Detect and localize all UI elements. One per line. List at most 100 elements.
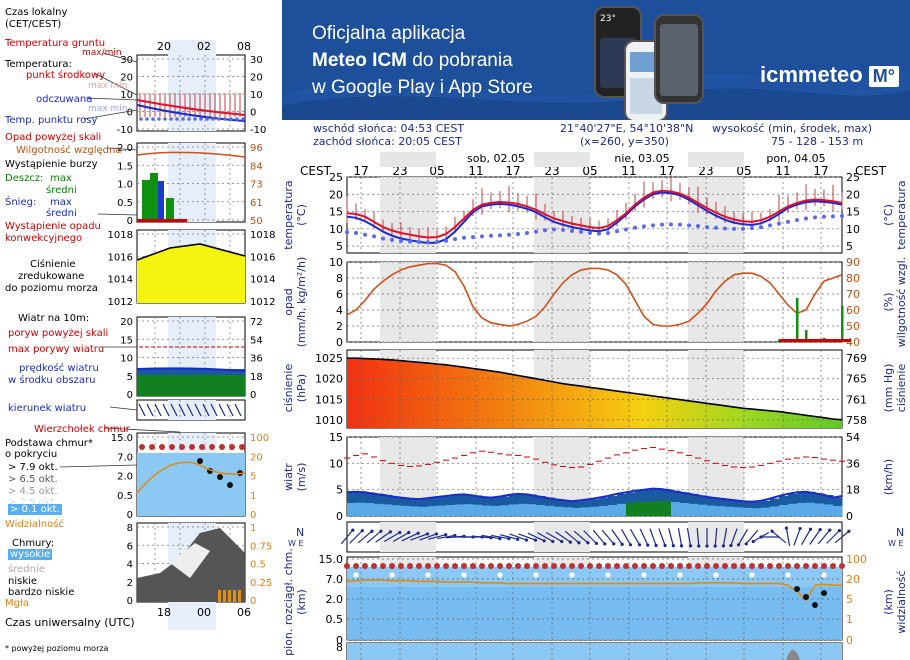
wind-tick-right: 18 [846,484,860,497]
humidity-ylabel-right-unit: (%) [882,292,895,311]
legend-hum-tick-left: 1.0 [117,180,133,191]
legend-wind-tick-right: 18 [250,372,263,383]
cloud-top-point [605,563,611,569]
wind-arrow [668,528,674,546]
legend-cloud-top [219,444,225,450]
cloud-top-point [767,563,773,569]
leg-bardzo-niskie: bardzo niskie [8,587,75,598]
leg-snieg: Śnieg: [5,197,37,208]
cloud-top-point [398,563,404,569]
leg-temperatura: Temperatura: [5,59,72,70]
cloud-top-point [362,563,368,569]
temp-tick-right: 10 [846,223,860,236]
legend-bottom-tick: 00 [197,606,211,619]
temp-dew-point [525,230,529,235]
pressure-ylabel-left: ciśnienie [282,364,295,413]
app-banner[interactable]: Oficjalna aplikacja Meteo ICM do pobrani… [282,0,910,120]
wind-arrow [771,530,787,544]
legend-wind-arrow [170,403,178,417]
temp-dew-point [417,239,421,244]
pressure-area [347,358,842,428]
wind-arrow [349,530,363,544]
wind-arrow [745,529,759,545]
wind-speed-bar-inner [518,503,528,516]
visibility-ylabel-right: widzialność [895,570,908,633]
wind-speed-bar-inner [806,502,816,516]
wind-arrow-head [646,543,650,547]
legend-fog-bar [238,590,241,602]
cloud-base-point [461,572,467,578]
legend-wind-tick-left: 20 [120,317,133,328]
wind-arrow-head [351,528,355,532]
cloud-top-point [821,563,827,569]
legend-press-tick-right: 1014 [250,275,275,286]
wind-arrow-head [818,528,822,532]
cloud-tick-left: 2.0 [326,593,344,606]
legend-temp-dew [139,117,143,121]
legend-cloud-top [229,444,235,450]
wind-arrow [583,530,597,544]
cloud-top-point [587,563,593,569]
temp-dew-point [768,223,772,228]
wind-arrow-head [736,543,741,547]
precip-tick-left: 4 [336,304,343,317]
hour-label: 23 [698,164,713,178]
night-band [534,177,590,253]
cloud-top-point [794,563,800,569]
rain-bar [796,298,799,342]
legend-wind-arrow [210,403,218,417]
cloud-top-point [623,563,629,569]
wind-speed-bar-inner [716,506,726,516]
legend-night-band [168,400,216,420]
wind-arrow-head [721,544,726,548]
cloud-base-point [533,572,539,578]
wind-speed-bar-inner [509,504,519,516]
temp-dew-point [750,226,754,231]
wind-speed-bar-inner [383,504,393,516]
wind-arrow-head [516,537,520,541]
leg-deszcz-sredni: średni [46,185,77,196]
wind-speed-bar-inner [662,501,672,516]
wind-arrow-head [612,542,616,546]
temp-dew-point [741,226,745,231]
wind-arrow [401,532,419,542]
wind-arrow [518,533,536,541]
cloud-base-dark-point [803,594,809,600]
leg-okt79: > 7.9 okt. [8,462,58,473]
legend-temp-dew [205,117,209,121]
legend-cloud-tick-right: 5 [250,472,256,483]
grid-point: (x=260, y=350) [580,135,670,148]
wind-arrow [573,530,589,544]
wind-speed-bar-inner [707,505,717,516]
pressure-ylabel-left-unit: (hPa) [295,374,308,402]
temp-dew-point [534,229,538,234]
cloud-top-point [551,563,557,569]
legend-wind-arrow [226,403,234,417]
legend-convective [137,219,187,222]
cloud-top-point [416,563,422,569]
wind-arrow-head [654,543,658,548]
wind-arrow-head [586,541,590,545]
wind-speed-bar-inner [815,503,825,516]
legend-cloud-top [209,444,215,450]
legend-rain-max [142,180,150,222]
leg-o-pokryciu: o pokryciu [5,449,58,460]
temp-tick-left: 15 [329,206,343,219]
wind-arrow-head [498,536,502,541]
wind-arrow-head [828,528,832,532]
logo-text: icmmeteo [760,62,863,87]
banner-line2-bold: Meteo ICM [312,50,407,71]
wind-arrow [482,534,500,540]
wind-arrow-head [808,527,813,531]
cloud-ylabel-left-unit: (km) [295,589,308,615]
legend-temp-tick-left: 10 [120,90,133,101]
legend-wind-arrow [202,403,210,417]
leg-srednie: średnie [8,564,45,575]
wind-arrow-head [551,539,555,544]
rain-bar [841,306,844,342]
legend-temp-tick-right: 20 [250,73,263,84]
legend-temp-dew [187,117,191,121]
hour-label: 17 [813,164,828,178]
wind-speed-bar-inner [725,506,735,516]
legend-cloud-tick-left: 0.5 [117,491,133,502]
